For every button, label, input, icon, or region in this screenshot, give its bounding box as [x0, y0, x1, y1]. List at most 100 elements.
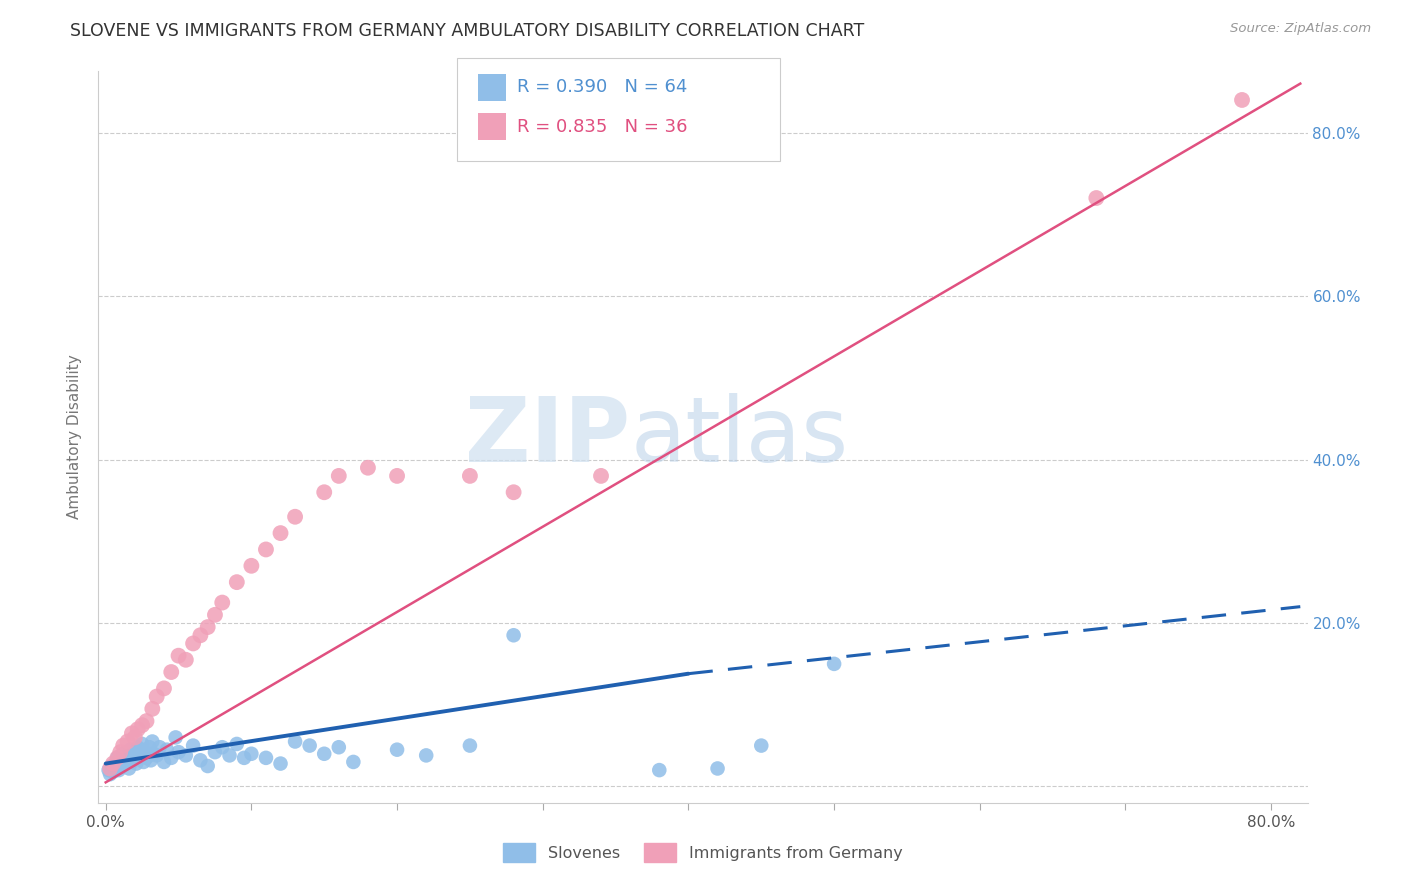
- Point: [749, 739, 772, 753]
- Point: [415, 748, 437, 763]
- Point: [105, 751, 128, 765]
- Point: [1230, 93, 1253, 107]
- Point: [135, 714, 157, 728]
- Point: [153, 681, 176, 696]
- Point: [111, 759, 134, 773]
- Point: [100, 759, 122, 773]
- Point: [139, 753, 162, 767]
- Point: [270, 526, 292, 541]
- Point: [145, 690, 167, 704]
- Point: [145, 748, 167, 763]
- Point: [1085, 191, 1108, 205]
- Point: [136, 748, 159, 763]
- Text: SLOVENE VS IMMIGRANTS FROM GERMANY AMBULATORY DISABILITY CORRELATION CHART: SLOVENE VS IMMIGRANTS FROM GERMANY AMBUL…: [70, 22, 865, 40]
- Point: [211, 596, 233, 610]
- Point: [141, 734, 163, 748]
- Point: [101, 764, 124, 779]
- Point: [284, 734, 307, 748]
- Point: [160, 751, 183, 765]
- Point: [254, 542, 277, 557]
- Point: [135, 751, 157, 765]
- Point: [121, 755, 143, 769]
- Point: [328, 740, 350, 755]
- Point: [204, 745, 226, 759]
- Point: [197, 620, 219, 634]
- Point: [138, 740, 160, 755]
- Point: [174, 653, 197, 667]
- Point: [125, 756, 148, 771]
- Point: [314, 747, 336, 761]
- Point: [502, 628, 524, 642]
- Point: [284, 509, 307, 524]
- Point: [112, 739, 135, 753]
- Point: [823, 657, 845, 671]
- Point: [706, 762, 728, 776]
- Point: [110, 755, 132, 769]
- Point: [160, 665, 183, 679]
- Point: [197, 759, 219, 773]
- Point: [104, 756, 127, 771]
- Point: [98, 762, 121, 776]
- Point: [132, 755, 155, 769]
- Point: [298, 739, 321, 753]
- Text: Source: ZipAtlas.com: Source: ZipAtlas.com: [1230, 22, 1371, 36]
- Point: [124, 745, 146, 759]
- Point: [240, 747, 263, 761]
- Point: [117, 748, 139, 763]
- Point: [190, 628, 212, 642]
- Point: [385, 742, 408, 756]
- Point: [270, 756, 292, 771]
- Point: [118, 762, 141, 776]
- Point: [131, 737, 153, 751]
- Text: ZIP: ZIP: [465, 393, 630, 481]
- Y-axis label: Ambulatory Disability: Ambulatory Disability: [67, 355, 83, 519]
- Point: [458, 739, 481, 753]
- Point: [115, 753, 138, 767]
- Point: [149, 740, 172, 755]
- Point: [502, 485, 524, 500]
- Point: [314, 485, 336, 500]
- Point: [97, 763, 120, 777]
- Point: [131, 718, 153, 732]
- Point: [233, 751, 256, 765]
- Point: [589, 469, 612, 483]
- Point: [167, 745, 190, 759]
- Point: [141, 702, 163, 716]
- Point: [648, 763, 671, 777]
- Point: [114, 756, 136, 771]
- Text: atlas: atlas: [630, 393, 849, 481]
- Point: [124, 731, 146, 745]
- Point: [110, 745, 132, 759]
- Legend: Slovenes, Immigrants from Germany: Slovenes, Immigrants from Germany: [496, 837, 910, 868]
- Point: [112, 747, 135, 761]
- Point: [181, 636, 204, 650]
- Point: [127, 740, 149, 755]
- Point: [103, 762, 125, 776]
- Point: [167, 648, 190, 663]
- Point: [120, 742, 142, 756]
- Point: [98, 767, 121, 781]
- Point: [181, 739, 204, 753]
- Point: [225, 737, 247, 751]
- Point: [458, 469, 481, 483]
- Point: [128, 748, 150, 763]
- Point: [156, 742, 179, 756]
- Point: [142, 747, 165, 761]
- Point: [117, 734, 139, 748]
- Point: [385, 469, 408, 483]
- Point: [342, 755, 364, 769]
- Point: [108, 763, 131, 777]
- Point: [134, 745, 156, 759]
- Text: R = 0.390   N = 64: R = 0.390 N = 64: [517, 78, 688, 96]
- Point: [105, 751, 128, 765]
- Point: [328, 469, 350, 483]
- Point: [153, 755, 176, 769]
- Point: [218, 748, 240, 763]
- Point: [165, 731, 187, 745]
- Point: [129, 742, 152, 756]
- Point: [190, 753, 212, 767]
- Point: [225, 575, 247, 590]
- Point: [254, 751, 277, 765]
- Point: [101, 756, 124, 771]
- Point: [204, 607, 226, 622]
